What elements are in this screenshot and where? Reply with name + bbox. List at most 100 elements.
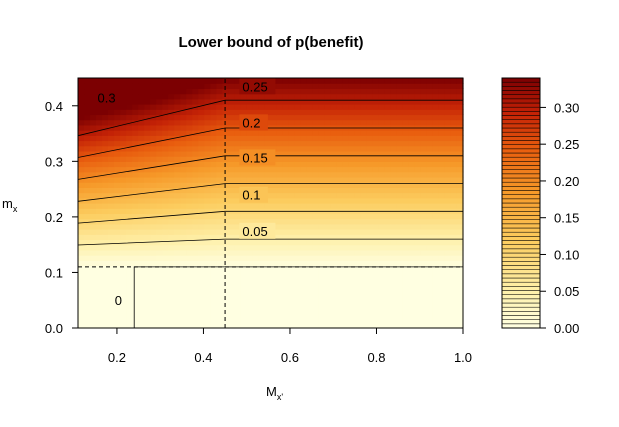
heat-cell bbox=[282, 119, 290, 126]
heat-cell bbox=[90, 109, 97, 116]
heat-cell bbox=[432, 145, 440, 152]
heat-cell bbox=[246, 270, 254, 277]
heat-cell bbox=[90, 270, 97, 277]
heat-cell bbox=[246, 312, 254, 319]
heat-cell bbox=[420, 281, 428, 287]
heat-cell bbox=[456, 322, 464, 329]
heat-cell bbox=[450, 223, 458, 230]
heat-cell bbox=[438, 83, 446, 90]
heat-cell bbox=[126, 301, 133, 308]
heat-cell bbox=[432, 229, 440, 235]
heat-cell bbox=[216, 213, 223, 220]
heat-cell bbox=[408, 156, 416, 162]
heat-cell bbox=[348, 166, 356, 173]
heat-cell bbox=[102, 234, 109, 241]
heat-cell bbox=[102, 166, 109, 173]
heat-cell bbox=[102, 156, 109, 162]
heat-cell bbox=[204, 265, 211, 272]
colorbar-band bbox=[501, 148, 541, 154]
heat-cell bbox=[162, 124, 169, 131]
heat-cell bbox=[144, 301, 151, 308]
heat-cell bbox=[204, 249, 211, 256]
heat-cell bbox=[444, 270, 452, 277]
heat-cell bbox=[444, 156, 452, 162]
heat-cell bbox=[450, 265, 458, 272]
heat-cell bbox=[270, 171, 278, 178]
heat-cell bbox=[234, 150, 242, 157]
heat-cell bbox=[450, 176, 458, 183]
heat-cell bbox=[270, 93, 278, 100]
heat-cell bbox=[306, 78, 314, 84]
heat-cell bbox=[384, 270, 392, 277]
heat-cell bbox=[162, 234, 169, 241]
heat-cell bbox=[252, 307, 260, 313]
heat-cell bbox=[360, 98, 368, 105]
heat-cell bbox=[138, 83, 145, 90]
colorbar-band bbox=[501, 236, 541, 241]
heat-cell bbox=[282, 93, 290, 100]
heat-cell bbox=[120, 317, 127, 324]
heat-cell bbox=[174, 166, 181, 173]
heat-cell bbox=[114, 270, 121, 277]
heat-cell bbox=[156, 239, 163, 246]
heat-cell bbox=[90, 93, 97, 100]
heat-cell bbox=[336, 83, 344, 90]
heat-cell bbox=[432, 150, 440, 157]
heat-cell bbox=[270, 104, 278, 110]
heat-cell bbox=[84, 270, 91, 277]
heat-cell bbox=[444, 291, 452, 298]
heat-cell bbox=[210, 265, 217, 272]
heat-cell bbox=[366, 229, 374, 235]
heat-cell bbox=[78, 213, 85, 220]
heat-cell bbox=[360, 317, 368, 324]
heat-cell bbox=[366, 270, 374, 277]
heat-cell bbox=[96, 176, 103, 183]
heat-cell bbox=[444, 275, 452, 282]
heat-cell bbox=[168, 213, 175, 220]
heat-cell bbox=[108, 109, 115, 116]
heat-cell bbox=[312, 291, 320, 298]
heat-cell bbox=[90, 312, 97, 319]
heat-cell bbox=[288, 312, 296, 319]
heat-cell bbox=[132, 275, 139, 282]
heat-cell bbox=[270, 291, 278, 298]
heat-cell bbox=[432, 213, 440, 220]
heat-cell bbox=[252, 239, 260, 246]
heat-cell bbox=[114, 78, 121, 84]
heat-cell bbox=[78, 239, 85, 246]
heat-cell bbox=[120, 140, 127, 147]
colorbar-frame bbox=[501, 77, 541, 329]
heat-cell bbox=[138, 130, 145, 136]
heat-cell bbox=[318, 213, 326, 220]
heat-cell bbox=[222, 317, 229, 324]
heat-cell bbox=[438, 93, 446, 100]
heat-cell bbox=[228, 176, 236, 183]
heat-cell bbox=[168, 93, 175, 100]
heat-cell bbox=[198, 312, 205, 319]
heat-cell bbox=[150, 83, 157, 90]
heat-cell bbox=[96, 150, 103, 157]
heat-cell bbox=[432, 119, 440, 126]
heat-cell bbox=[360, 83, 368, 90]
heat-cell bbox=[96, 187, 103, 194]
heat-cell bbox=[210, 156, 217, 162]
heat-cell bbox=[150, 192, 157, 199]
heat-cell bbox=[174, 229, 181, 235]
heat-cell bbox=[282, 176, 290, 183]
heat-cell bbox=[102, 213, 109, 220]
heat-cell bbox=[330, 203, 338, 209]
heat-cell bbox=[366, 182, 374, 188]
heat-cell bbox=[366, 218, 374, 225]
heat-cell bbox=[378, 98, 386, 105]
heat-cell bbox=[306, 161, 314, 168]
heat-cell bbox=[138, 109, 145, 116]
heat-cell bbox=[324, 229, 332, 235]
heat-cell bbox=[114, 187, 121, 194]
heat-cell bbox=[192, 255, 199, 261]
heat-cell bbox=[276, 88, 284, 95]
heat-cell bbox=[354, 171, 362, 178]
heat-cell bbox=[252, 218, 260, 225]
heat-cell bbox=[420, 150, 428, 157]
heat-cell bbox=[126, 208, 133, 215]
heat-cell bbox=[348, 317, 356, 324]
